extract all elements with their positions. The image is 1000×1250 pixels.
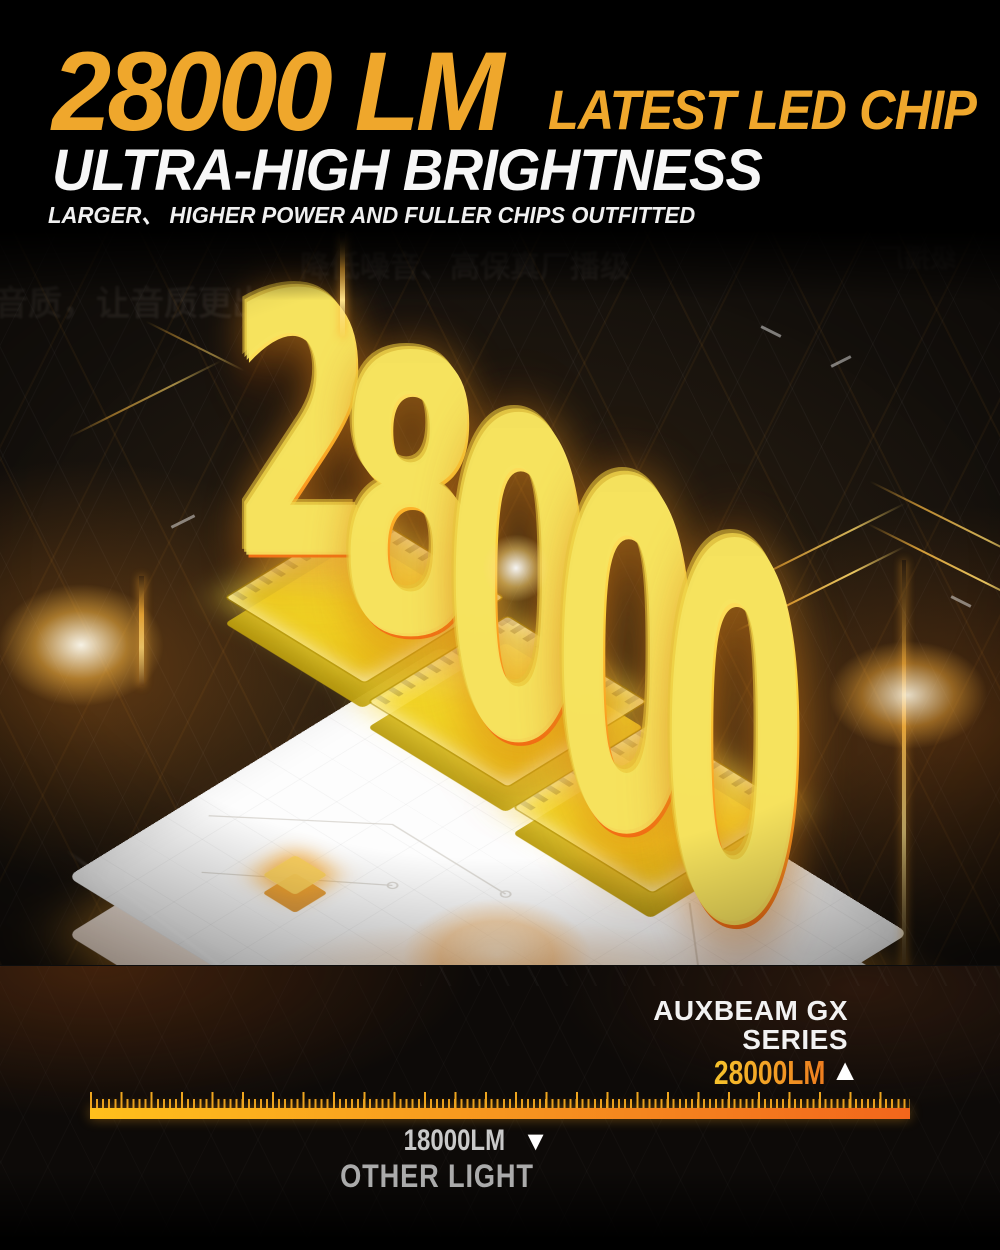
light-beam [902, 560, 906, 965]
competitor-value-row: 18000LM ▼ [280, 1124, 660, 1158]
digit: 0 [664, 445, 810, 965]
comparison-panel: AUXBEAM GX SERIES 28000LM ▲ 18000LM ▼ OT… [0, 965, 1000, 1250]
up-triangle-icon: ▲ [830, 1054, 860, 1087]
ruler-bar [90, 1108, 910, 1119]
brand-name-block: AUXBEAM GX SERIES [653, 996, 848, 1054]
competitor-value: 18000LM [403, 1124, 506, 1157]
product-value: 28000LM [713, 1054, 826, 1091]
watermark-line-2: 音质，让音质更出色 [0, 285, 300, 323]
watermark-line-1: 降低噪音、高保真厂播级 [300, 251, 630, 284]
panel-texture-strip [420, 966, 1000, 986]
brand-series: SERIES [742, 1024, 848, 1055]
digit: 2 [232, 228, 378, 643]
headline-suffix: LATEST LED CHIP [548, 78, 977, 141]
down-triangle-icon: ▼ [522, 1126, 549, 1156]
subheadline: ULTRA-HIGH BRIGHTNESS [52, 138, 763, 203]
light-beam [139, 576, 144, 686]
light-beam [340, 232, 345, 337]
hero-scene: 降低噪音、高保真厂播级 音质，让音质更出色 级播厂 [0, 228, 1000, 965]
ruler-scale [90, 1092, 910, 1119]
brand-name: AUXBEAM GX [653, 995, 848, 1026]
header-section: 28000 LM LATEST LED CHIP ULTRA-HIGH BRIG… [0, 0, 1000, 228]
headline-number: 28000 LM [52, 29, 504, 154]
competitor-label: OTHER LIGHT [340, 1158, 534, 1194]
product-value-row: 28000LM ▲ [686, 1054, 860, 1092]
ruler-ticks-major [90, 1092, 910, 1108]
digit: 0 [556, 389, 702, 944]
big-number: 2 8 0 0 0 [0, 228, 1000, 965]
digit: 8 [340, 281, 486, 724]
tagline: LARGER、 HIGHER POWER AND FULLER CHIPS OU… [48, 202, 696, 228]
